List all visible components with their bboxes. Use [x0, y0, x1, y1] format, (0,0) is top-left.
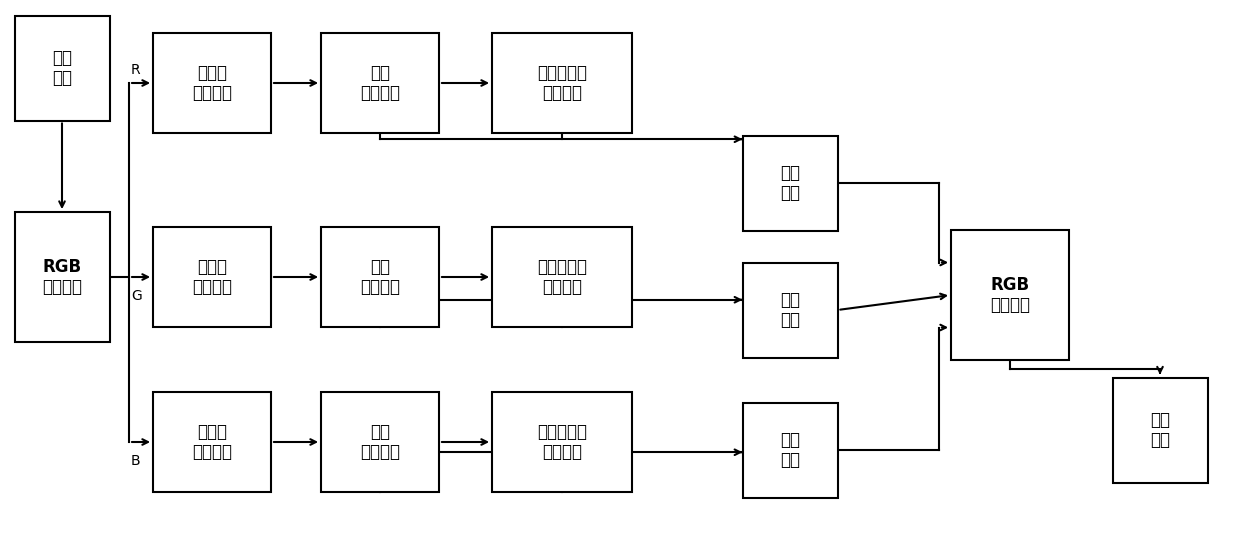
Bar: [152, 227, 271, 327]
Text: 多尺度
引导滤波: 多尺度 引导滤波: [192, 64, 232, 102]
Text: 直方图均衡
增强图像: 直方图均衡 增强图像: [536, 423, 587, 461]
Text: 直方图均衡
增强图像: 直方图均衡 增强图像: [536, 64, 587, 102]
Text: R: R: [131, 63, 141, 77]
Text: 多尺度
引导滤波: 多尺度 引导滤波: [192, 258, 232, 296]
Text: RGB
通道合并: RGB 通道合并: [990, 275, 1030, 315]
Bar: [492, 33, 632, 133]
Bar: [492, 227, 632, 327]
Bar: [952, 230, 1069, 360]
Text: 图像
融合: 图像 融合: [781, 163, 800, 202]
Bar: [321, 227, 439, 327]
Bar: [742, 403, 838, 497]
Text: B: B: [131, 454, 141, 468]
Text: 多尺度
引导滤波: 多尺度 引导滤波: [192, 423, 232, 461]
Text: 有雾
图像: 有雾 图像: [52, 49, 72, 88]
Text: RGB
通道拆分: RGB 通道拆分: [42, 258, 82, 296]
Bar: [152, 392, 271, 492]
Text: 加权
复原图像: 加权 复原图像: [361, 423, 400, 461]
Text: G: G: [131, 289, 141, 303]
Bar: [15, 16, 109, 121]
Bar: [492, 392, 632, 492]
Text: 直方图均衡
增强图像: 直方图均衡 增强图像: [536, 258, 587, 296]
Text: 图像
融合: 图像 融合: [781, 291, 800, 330]
Bar: [152, 33, 271, 133]
Bar: [321, 33, 439, 133]
Bar: [742, 136, 838, 230]
Bar: [321, 392, 439, 492]
Bar: [15, 212, 109, 342]
Text: 加权
复原图像: 加权 复原图像: [361, 64, 400, 102]
Bar: [742, 263, 838, 357]
Text: 加权
复原图像: 加权 复原图像: [361, 258, 400, 296]
Text: 图像
融合: 图像 融合: [781, 430, 800, 469]
Text: 去雾
图像: 去雾 图像: [1150, 411, 1170, 449]
Bar: [1113, 377, 1208, 483]
